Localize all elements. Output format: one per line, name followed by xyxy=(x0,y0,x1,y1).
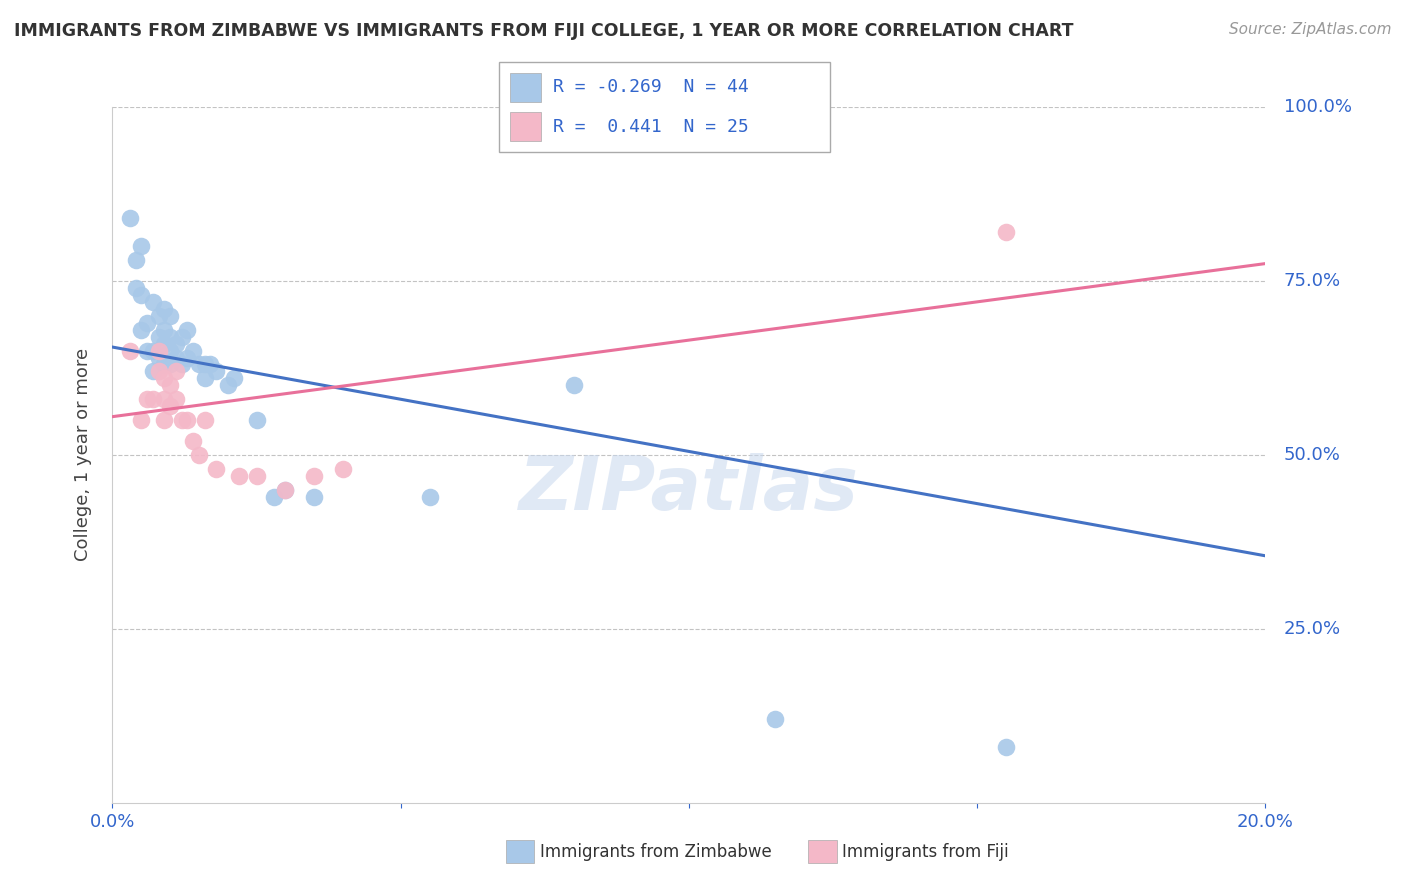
Point xyxy=(142,392,165,407)
Point xyxy=(304,468,326,483)
Point xyxy=(136,316,159,330)
Point xyxy=(129,323,153,337)
Point xyxy=(194,358,217,372)
Point xyxy=(159,358,181,372)
Point xyxy=(142,294,165,309)
Point xyxy=(153,371,176,385)
Point xyxy=(148,364,170,378)
Y-axis label: College, 1 year or more: College, 1 year or more xyxy=(73,349,91,561)
Point xyxy=(274,483,297,497)
Point xyxy=(153,413,176,427)
Point xyxy=(159,378,181,392)
Point xyxy=(765,712,787,726)
Point xyxy=(995,225,1018,239)
Point xyxy=(176,351,198,365)
Point xyxy=(153,358,176,372)
Point xyxy=(148,309,170,323)
Point xyxy=(124,253,146,268)
Text: 75.0%: 75.0% xyxy=(1284,272,1341,290)
Point xyxy=(205,462,228,476)
Point xyxy=(170,329,193,343)
Text: IMMIGRANTS FROM ZIMBABWE VS IMMIGRANTS FROM FIJI COLLEGE, 1 YEAR OR MORE CORRELA: IMMIGRANTS FROM ZIMBABWE VS IMMIGRANTS F… xyxy=(14,22,1074,40)
Point xyxy=(129,413,153,427)
Point xyxy=(181,343,204,358)
Point xyxy=(274,483,297,497)
Point xyxy=(245,413,267,427)
Point xyxy=(148,329,170,343)
Point xyxy=(181,434,204,448)
Text: Immigrants from Fiji: Immigrants from Fiji xyxy=(842,843,1010,861)
Point xyxy=(118,343,141,358)
Point xyxy=(136,343,159,358)
Point xyxy=(129,288,153,302)
Point xyxy=(200,358,222,372)
Point xyxy=(165,392,187,407)
Point xyxy=(148,351,170,365)
Point xyxy=(148,343,170,358)
Point xyxy=(217,378,239,392)
Point xyxy=(124,281,146,295)
Point xyxy=(153,336,176,351)
Point xyxy=(170,413,193,427)
Text: R =  0.441  N = 25: R = 0.441 N = 25 xyxy=(553,118,748,136)
Point xyxy=(165,336,187,351)
Text: R = -0.269  N = 44: R = -0.269 N = 44 xyxy=(553,78,748,96)
Point xyxy=(170,358,193,372)
Text: 25.0%: 25.0% xyxy=(1284,620,1341,638)
Point xyxy=(142,364,165,378)
Point xyxy=(419,490,441,504)
Point xyxy=(159,309,181,323)
Text: 50.0%: 50.0% xyxy=(1284,446,1340,464)
Text: Immigrants from Zimbabwe: Immigrants from Zimbabwe xyxy=(540,843,772,861)
Point xyxy=(222,371,245,385)
Text: 100.0%: 100.0% xyxy=(1284,98,1351,116)
Point xyxy=(159,329,181,343)
Text: ZIPatlas: ZIPatlas xyxy=(519,453,859,526)
Point xyxy=(332,462,354,476)
Point xyxy=(194,413,217,427)
Point xyxy=(153,301,176,316)
Point xyxy=(263,490,285,504)
Point xyxy=(136,392,159,407)
Point xyxy=(304,490,326,504)
Point xyxy=(562,378,585,392)
Point xyxy=(165,351,187,365)
Point xyxy=(194,371,217,385)
Text: Source: ZipAtlas.com: Source: ZipAtlas.com xyxy=(1229,22,1392,37)
Point xyxy=(188,358,211,372)
Point xyxy=(153,392,176,407)
Point xyxy=(995,740,1018,755)
Point xyxy=(142,343,165,358)
Point xyxy=(245,468,267,483)
Point xyxy=(159,343,181,358)
Point xyxy=(165,364,187,378)
Point xyxy=(129,239,153,253)
Point xyxy=(118,211,141,226)
Point xyxy=(176,413,198,427)
Point xyxy=(153,323,176,337)
Point xyxy=(188,448,211,462)
Point xyxy=(159,399,181,413)
Point xyxy=(176,323,198,337)
Point xyxy=(228,468,250,483)
Point xyxy=(205,364,228,378)
